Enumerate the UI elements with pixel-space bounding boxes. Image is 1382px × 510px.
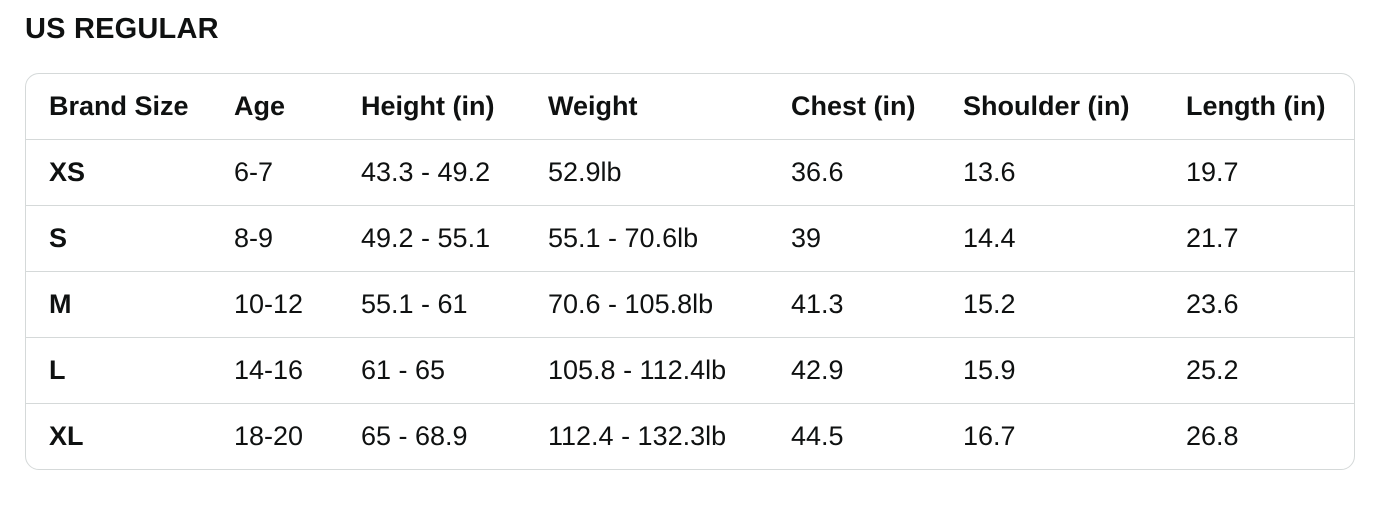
cell-length: 25.2 <box>1186 337 1354 404</box>
table-row: M 10-12 55.1 - 61 70.6 - 105.8lb 41.3 15… <box>26 271 1354 338</box>
cell-age: 8-9 <box>234 205 361 272</box>
cell-brand-size: XS <box>49 157 86 187</box>
cell-chest: 36.6 <box>791 157 844 187</box>
cell-shoulder: 13.6 <box>963 157 1016 187</box>
cell-shoulder: 14.4 <box>963 205 1186 272</box>
cell-height: 61 - 65 <box>361 337 548 404</box>
cell-height: 43.3 - 49.2 <box>361 157 491 187</box>
column-header-chest: Chest (in) <box>791 74 963 140</box>
cell-shoulder: 15.9 <box>963 337 1186 404</box>
cell-weight: 55.1 - 70.6lb <box>548 205 791 272</box>
size-chart-title: US REGULAR <box>25 13 219 45</box>
cell-age: 14-16 <box>234 337 361 404</box>
cell-height: 49.2 - 55.1 <box>361 205 548 272</box>
cell-age: 10-12 <box>234 271 361 338</box>
cell-weight: 105.8 - 112.4lb <box>548 337 791 404</box>
cell-shoulder: 15.2 <box>963 271 1186 338</box>
column-header-height: Height (in) <box>361 74 548 140</box>
cell-weight: 112.4 - 132.3lb <box>548 403 791 469</box>
cell-chest: 42.9 <box>791 337 963 404</box>
cell-chest: 39 <box>791 205 963 272</box>
table-row: XS 6-7 43.3 - 49.2 52.9lb 36.6 13.6 19.7 <box>26 140 1354 206</box>
column-header-weight: Weight <box>548 74 791 140</box>
cell-height: 55.1 - 61 <box>361 271 548 338</box>
cell-weight: 52.9lb <box>548 157 622 187</box>
cell-brand-size: M <box>26 271 234 338</box>
cell-length: 21.7 <box>1186 205 1354 272</box>
column-header-age: Age <box>234 74 361 140</box>
size-chart-table-container: Brand Size Age Height (in) Weight Chest … <box>25 73 1355 470</box>
cell-shoulder: 16.7 <box>963 403 1186 469</box>
cell-height: 65 - 68.9 <box>361 403 548 469</box>
table-row: XL 18-20 65 - 68.9 112.4 - 132.3lb 44.5 … <box>26 403 1354 469</box>
cell-brand-size: L <box>26 337 234 404</box>
cell-weight: 70.6 - 105.8lb <box>548 271 791 338</box>
cell-chest: 41.3 <box>791 271 963 338</box>
column-header-length: Length (in) <box>1186 74 1354 140</box>
cell-chest: 44.5 <box>791 403 963 469</box>
column-header-brand-size: Brand Size <box>26 74 234 140</box>
cell-length: 23.6 <box>1186 271 1354 338</box>
cell-length: 26.8 <box>1186 403 1354 469</box>
cell-age: 18-20 <box>234 403 361 469</box>
table-row: S 8-9 49.2 - 55.1 55.1 - 70.6lb 39 14.4 … <box>26 205 1354 272</box>
table-row: L 14-16 61 - 65 105.8 - 112.4lb 42.9 15.… <box>26 337 1354 404</box>
cell-length: 19.7 <box>1186 157 1239 187</box>
cell-brand-size: XL <box>26 403 234 469</box>
table-header-row: Brand Size Age Height (in) Weight Chest … <box>26 74 1354 140</box>
column-header-shoulder: Shoulder (in) <box>963 74 1186 140</box>
size-chart-table: Brand Size Age Height (in) Weight Chest … <box>26 74 1354 469</box>
cell-brand-size: S <box>26 205 234 272</box>
cell-age: 6-7 <box>234 157 274 187</box>
